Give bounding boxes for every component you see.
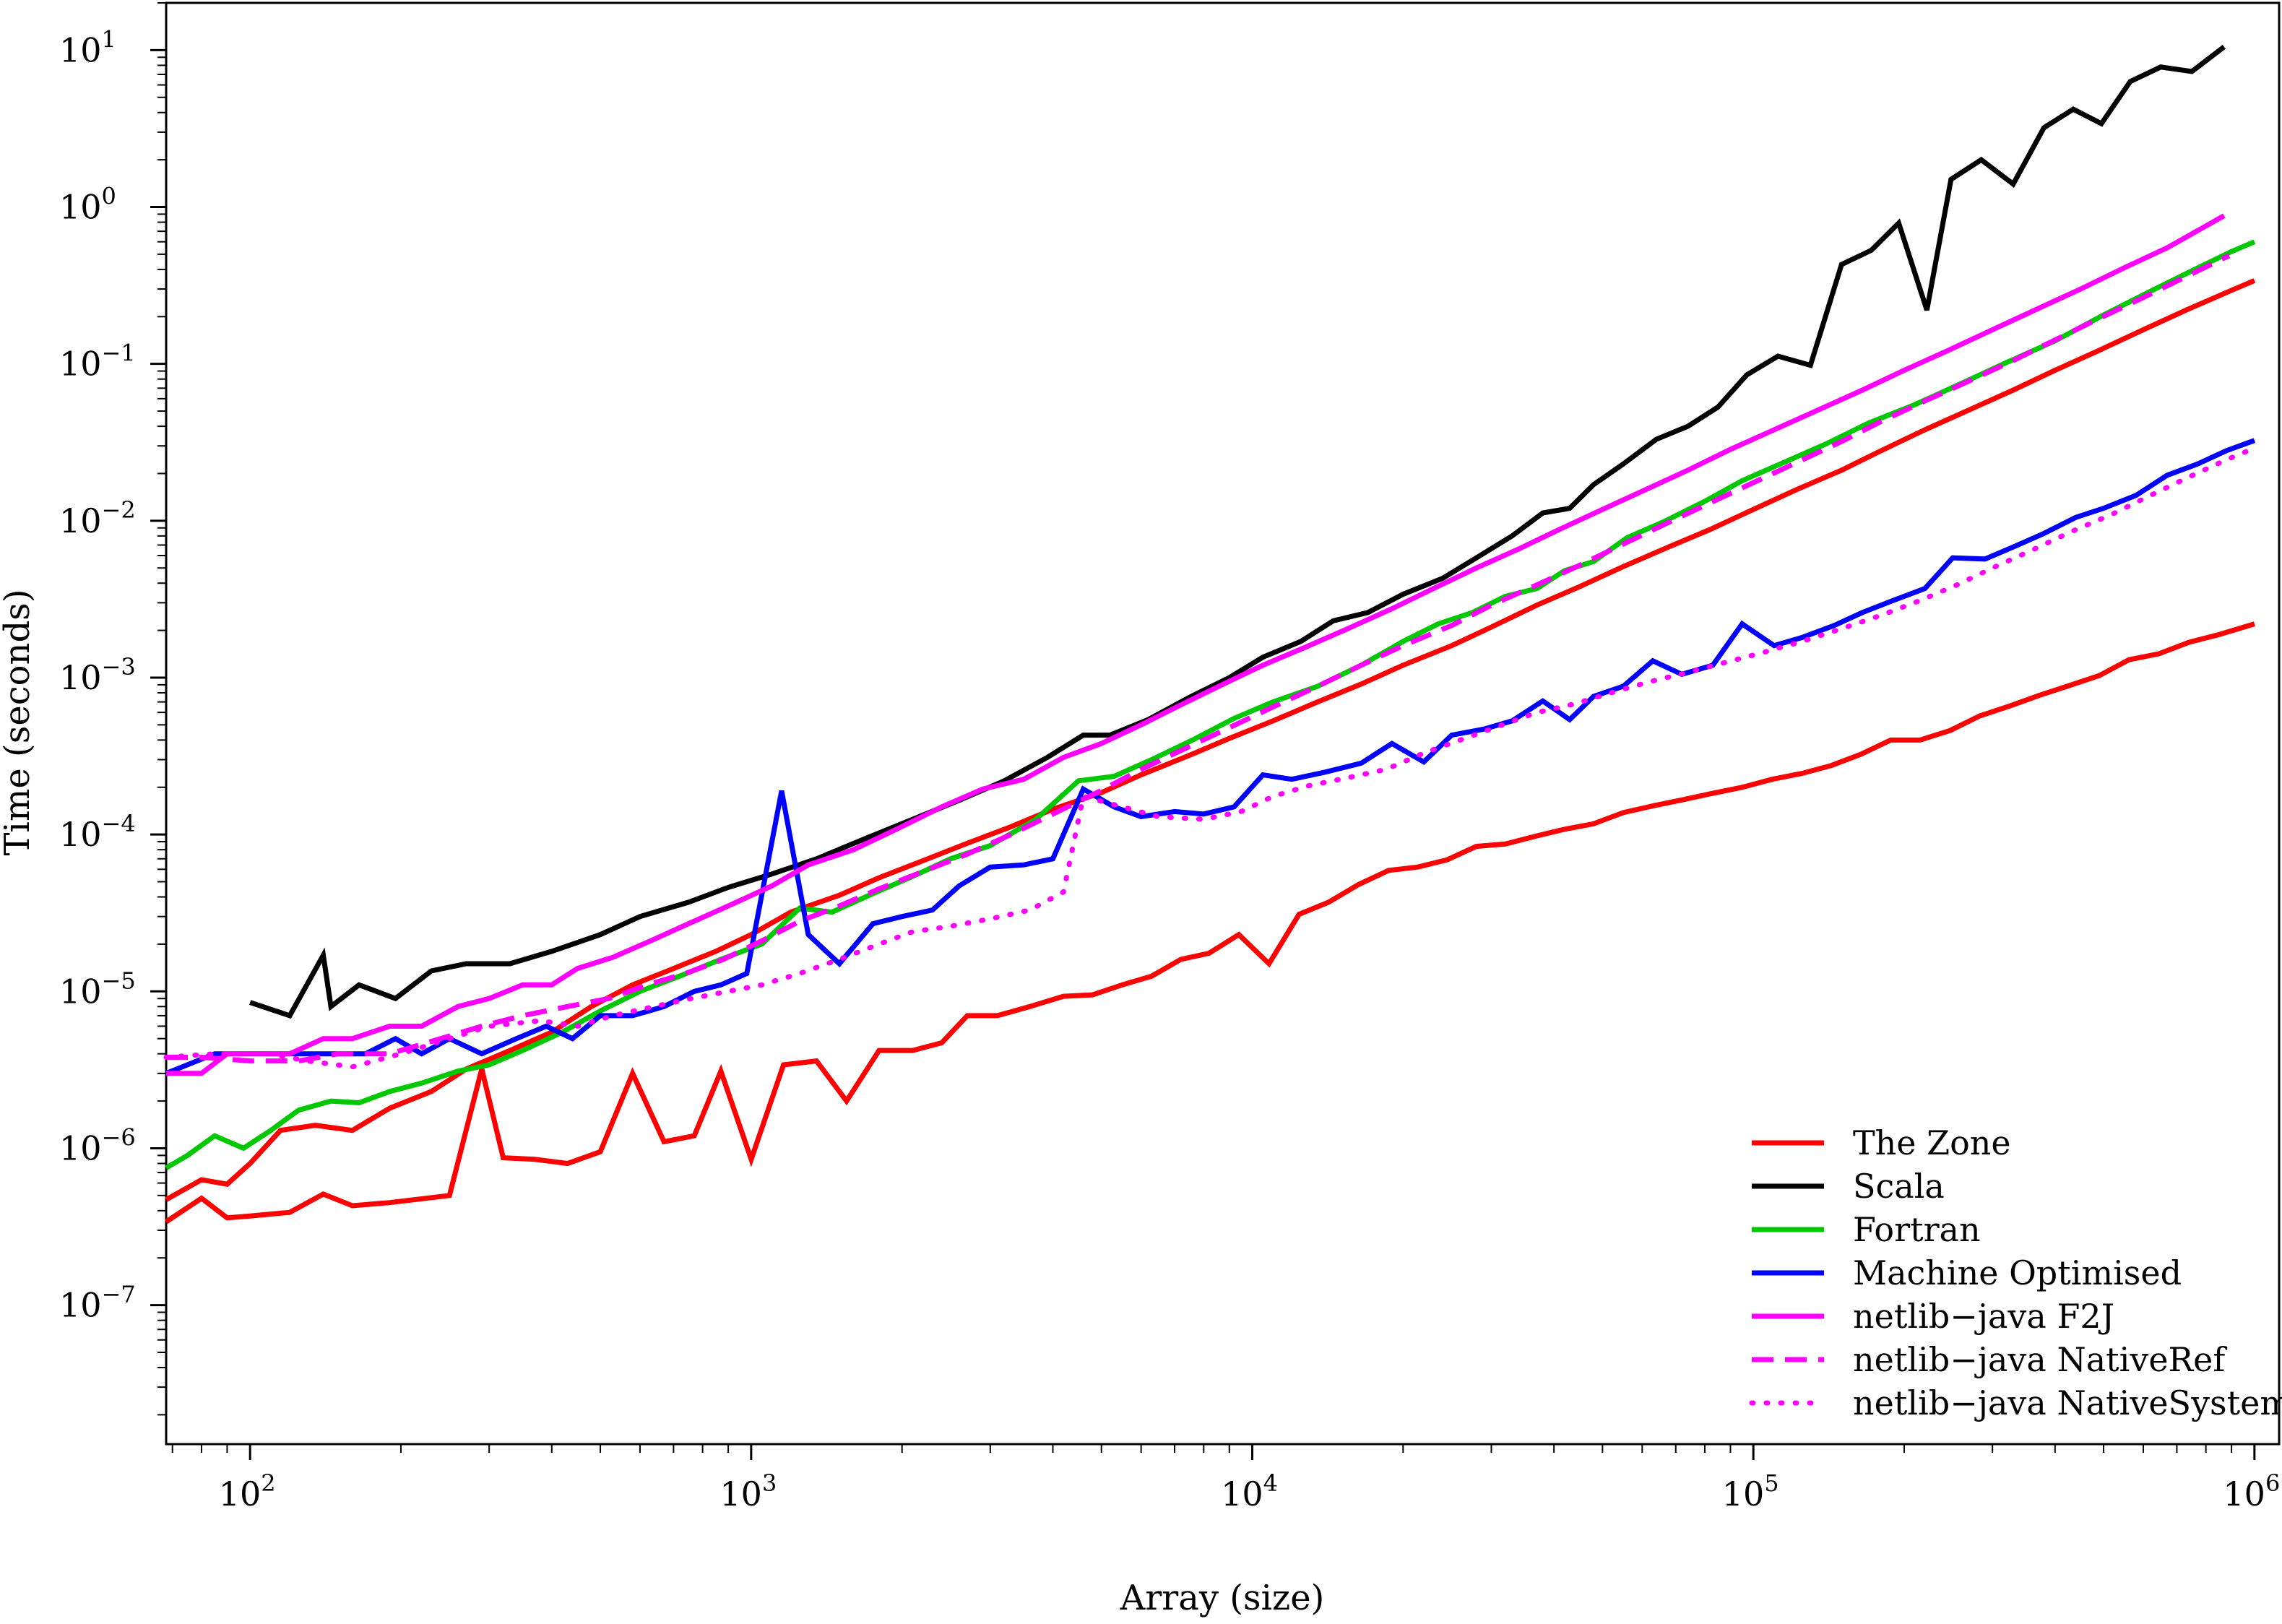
legend-label: Scala <box>1853 1167 1945 1206</box>
y-tick-label: 101 <box>59 25 116 69</box>
series-lines <box>163 45 2257 1225</box>
y-tick-label: 10−2 <box>59 496 136 540</box>
x-tick-label: 103 <box>719 1469 777 1513</box>
x-tick-label: 106 <box>2223 1469 2280 1513</box>
y-axis-title: Time (seconds) <box>0 589 38 855</box>
legend-label: The Zone <box>1853 1123 2011 1162</box>
y-tick-label: 10−4 <box>59 810 136 854</box>
y-tick-label: 10−7 <box>59 1281 136 1325</box>
series-line-2 <box>249 45 2226 1019</box>
series-line-5 <box>166 213 2226 1076</box>
series-line-4 <box>165 438 2256 1076</box>
legend-label: netlib−java F2J <box>1853 1297 2114 1336</box>
series-line-1 <box>165 278 2256 1202</box>
x-axis-title: Array (size) <box>1120 1578 1325 1618</box>
y-tick-label: 10−5 <box>59 967 136 1011</box>
axis-ticks: 102 103 104 105 106 10−7 10−6 10−5 10−4 10−3 10−2 1… <box>59 2 2280 1513</box>
series-line-7 <box>163 445 2257 1070</box>
y-tick-label: 100 <box>59 183 116 227</box>
series-line-0 <box>165 621 2255 1225</box>
y-tick-label: 10−1 <box>59 340 136 384</box>
series-line-3 <box>165 239 2256 1170</box>
legend-label: Machine Optimised <box>1853 1253 2182 1292</box>
y-tick-label: 10−6 <box>59 1123 136 1167</box>
y-tick-label: 10−3 <box>59 653 136 697</box>
series-line-6 <box>166 253 2231 1064</box>
legend-label: netlib−java NativeRef <box>1853 1340 2227 1379</box>
legend-label: Fortran <box>1853 1210 1981 1249</box>
legend: The Zone Scala Fortran Machine Optimised net… <box>1749 1123 2282 1422</box>
x-tick-label: 105 <box>1722 1469 1779 1513</box>
x-tick-label: 102 <box>219 1469 276 1513</box>
x-tick-label: 104 <box>1221 1469 1278 1513</box>
plot-frame <box>165 1 2281 1446</box>
legend-label: netlib−java NativeSystem <box>1853 1383 2282 1422</box>
